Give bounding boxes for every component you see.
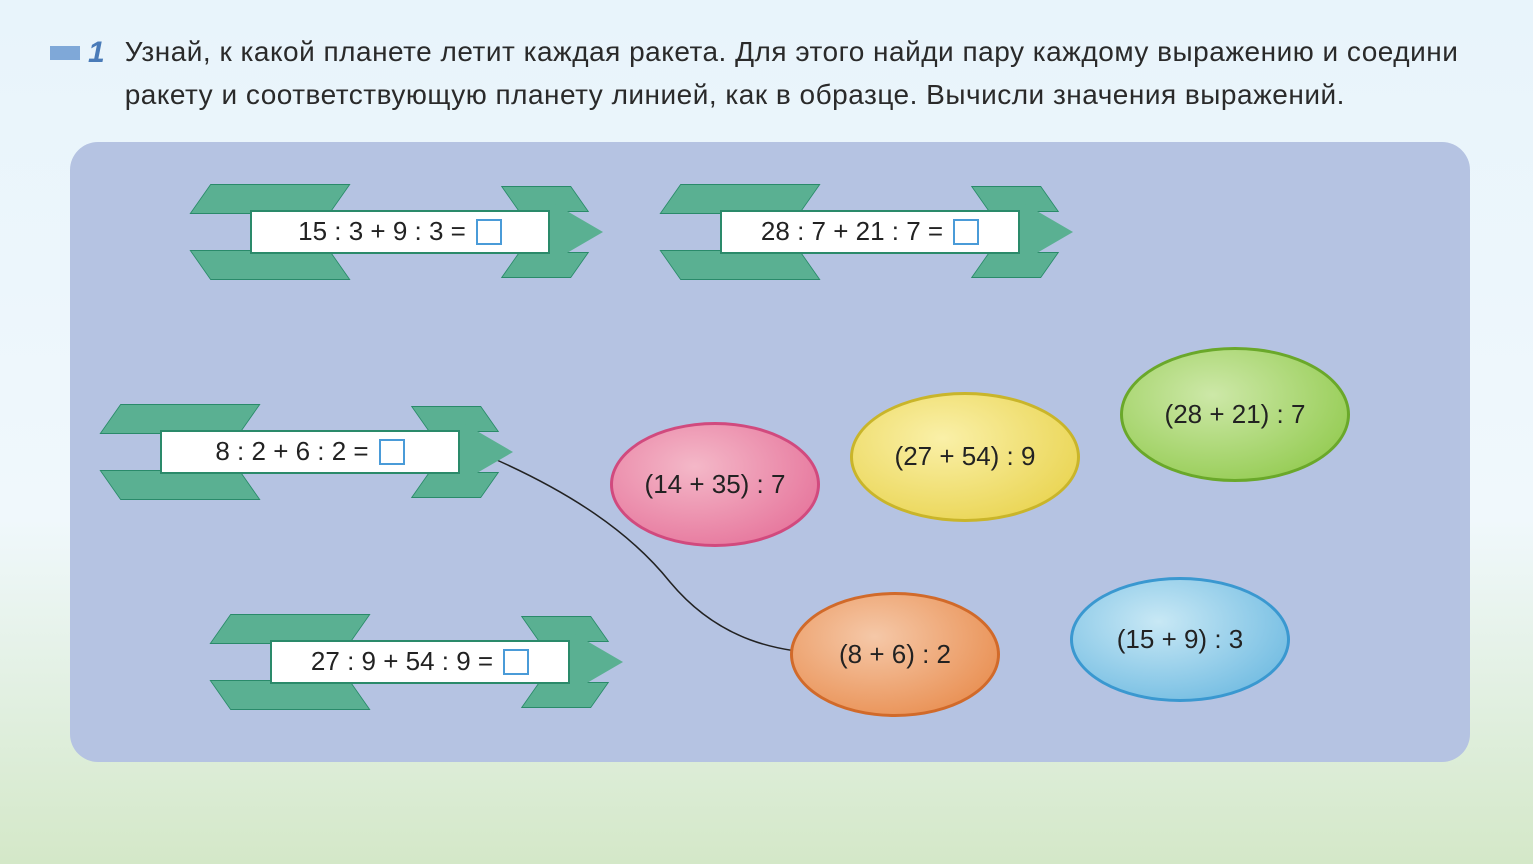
page: 1 Узнай, к какой планете летит каждая ра…: [0, 0, 1533, 792]
planet-blue: (15 + 9) : 3: [1070, 577, 1290, 702]
rocket-fin-bottom: [659, 250, 820, 280]
rocket-3: 8 : 2 + 6 : 2 =: [100, 392, 520, 512]
expression-text: 28 : 7 + 21 : 7 =: [761, 216, 943, 247]
rocket-fin-bottom: [99, 470, 260, 500]
rocket-expression: 28 : 7 + 21 : 7 =: [761, 216, 979, 247]
answer-box[interactable]: [379, 439, 405, 465]
rocket-expression: 8 : 2 + 6 : 2 =: [215, 436, 404, 467]
task-number-wrap: 1: [50, 36, 105, 70]
planet-yellow: (27 + 54) : 9: [850, 392, 1080, 522]
task-number: 1: [88, 36, 105, 70]
rocket-expression: 27 : 9 + 54 : 9 =: [311, 646, 529, 677]
planet-expression: (15 + 9) : 3: [1117, 624, 1243, 655]
rocket-body: 28 : 7 + 21 : 7 =: [720, 210, 1020, 254]
rocket-4: 27 : 9 + 54 : 9 =: [210, 602, 630, 722]
expression-text: 15 : 3 + 9 : 3 =: [298, 216, 466, 247]
planet-orange: (8 + 6) : 2: [790, 592, 1000, 717]
expression-text: 27 : 9 + 54 : 9 =: [311, 646, 493, 677]
rocket-body: 27 : 9 + 54 : 9 =: [270, 640, 570, 684]
planet-expression: (27 + 54) : 9: [895, 441, 1036, 472]
exercise-box: 15 : 3 + 9 : 3 = 28 : 7 + 21 : 7 = 8 : 2 +…: [70, 142, 1470, 762]
answer-box[interactable]: [503, 649, 529, 675]
answer-box[interactable]: [476, 219, 502, 245]
planet-expression: (8 + 6) : 2: [839, 639, 951, 670]
expression-text: 8 : 2 + 6 : 2 =: [215, 436, 368, 467]
answer-box[interactable]: [953, 219, 979, 245]
rocket-nose: [1018, 200, 1073, 264]
rocket-nose: [548, 200, 603, 264]
rocket-fin-bottom: [209, 680, 370, 710]
rocket-body: 8 : 2 + 6 : 2 =: [160, 430, 460, 474]
rocket-nose: [458, 420, 513, 484]
planet-expression: (14 + 35) : 7: [645, 469, 786, 500]
rocket-1: 15 : 3 + 9 : 3 =: [190, 172, 610, 292]
planet-expression: (28 + 21) : 7: [1165, 399, 1306, 430]
rocket-expression: 15 : 3 + 9 : 3 =: [298, 216, 502, 247]
task-bar: [50, 46, 80, 60]
planet-pink: (14 + 35) : 7: [610, 422, 820, 547]
rocket-body: 15 : 3 + 9 : 3 =: [250, 210, 550, 254]
rocket-2: 28 : 7 + 21 : 7 =: [660, 172, 1080, 292]
planet-green: (28 + 21) : 7: [1120, 347, 1350, 482]
task-header: 1 Узнай, к какой планете летит каждая ра…: [50, 30, 1483, 117]
rocket-fin-bottom: [189, 250, 350, 280]
task-text: Узнай, к какой планете летит каждая раке…: [125, 30, 1475, 117]
rocket-nose: [568, 630, 623, 694]
